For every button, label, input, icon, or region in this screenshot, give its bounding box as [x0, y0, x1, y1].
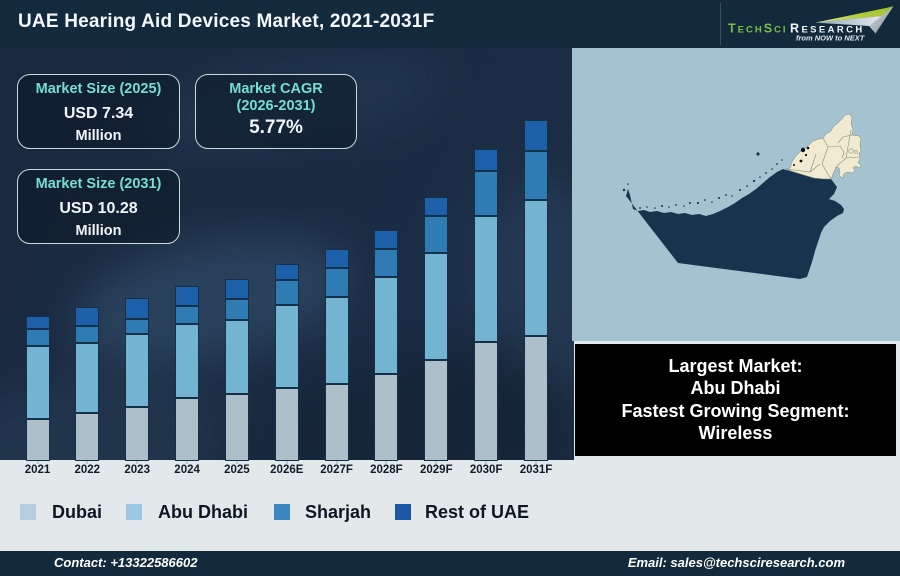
- svg-text:RESEARCH: RESEARCH: [790, 22, 865, 36]
- svg-text:TECHSCI: TECHSCI: [728, 22, 788, 36]
- svg-text:from NOW to NEXT: from NOW to NEXT: [796, 34, 866, 43]
